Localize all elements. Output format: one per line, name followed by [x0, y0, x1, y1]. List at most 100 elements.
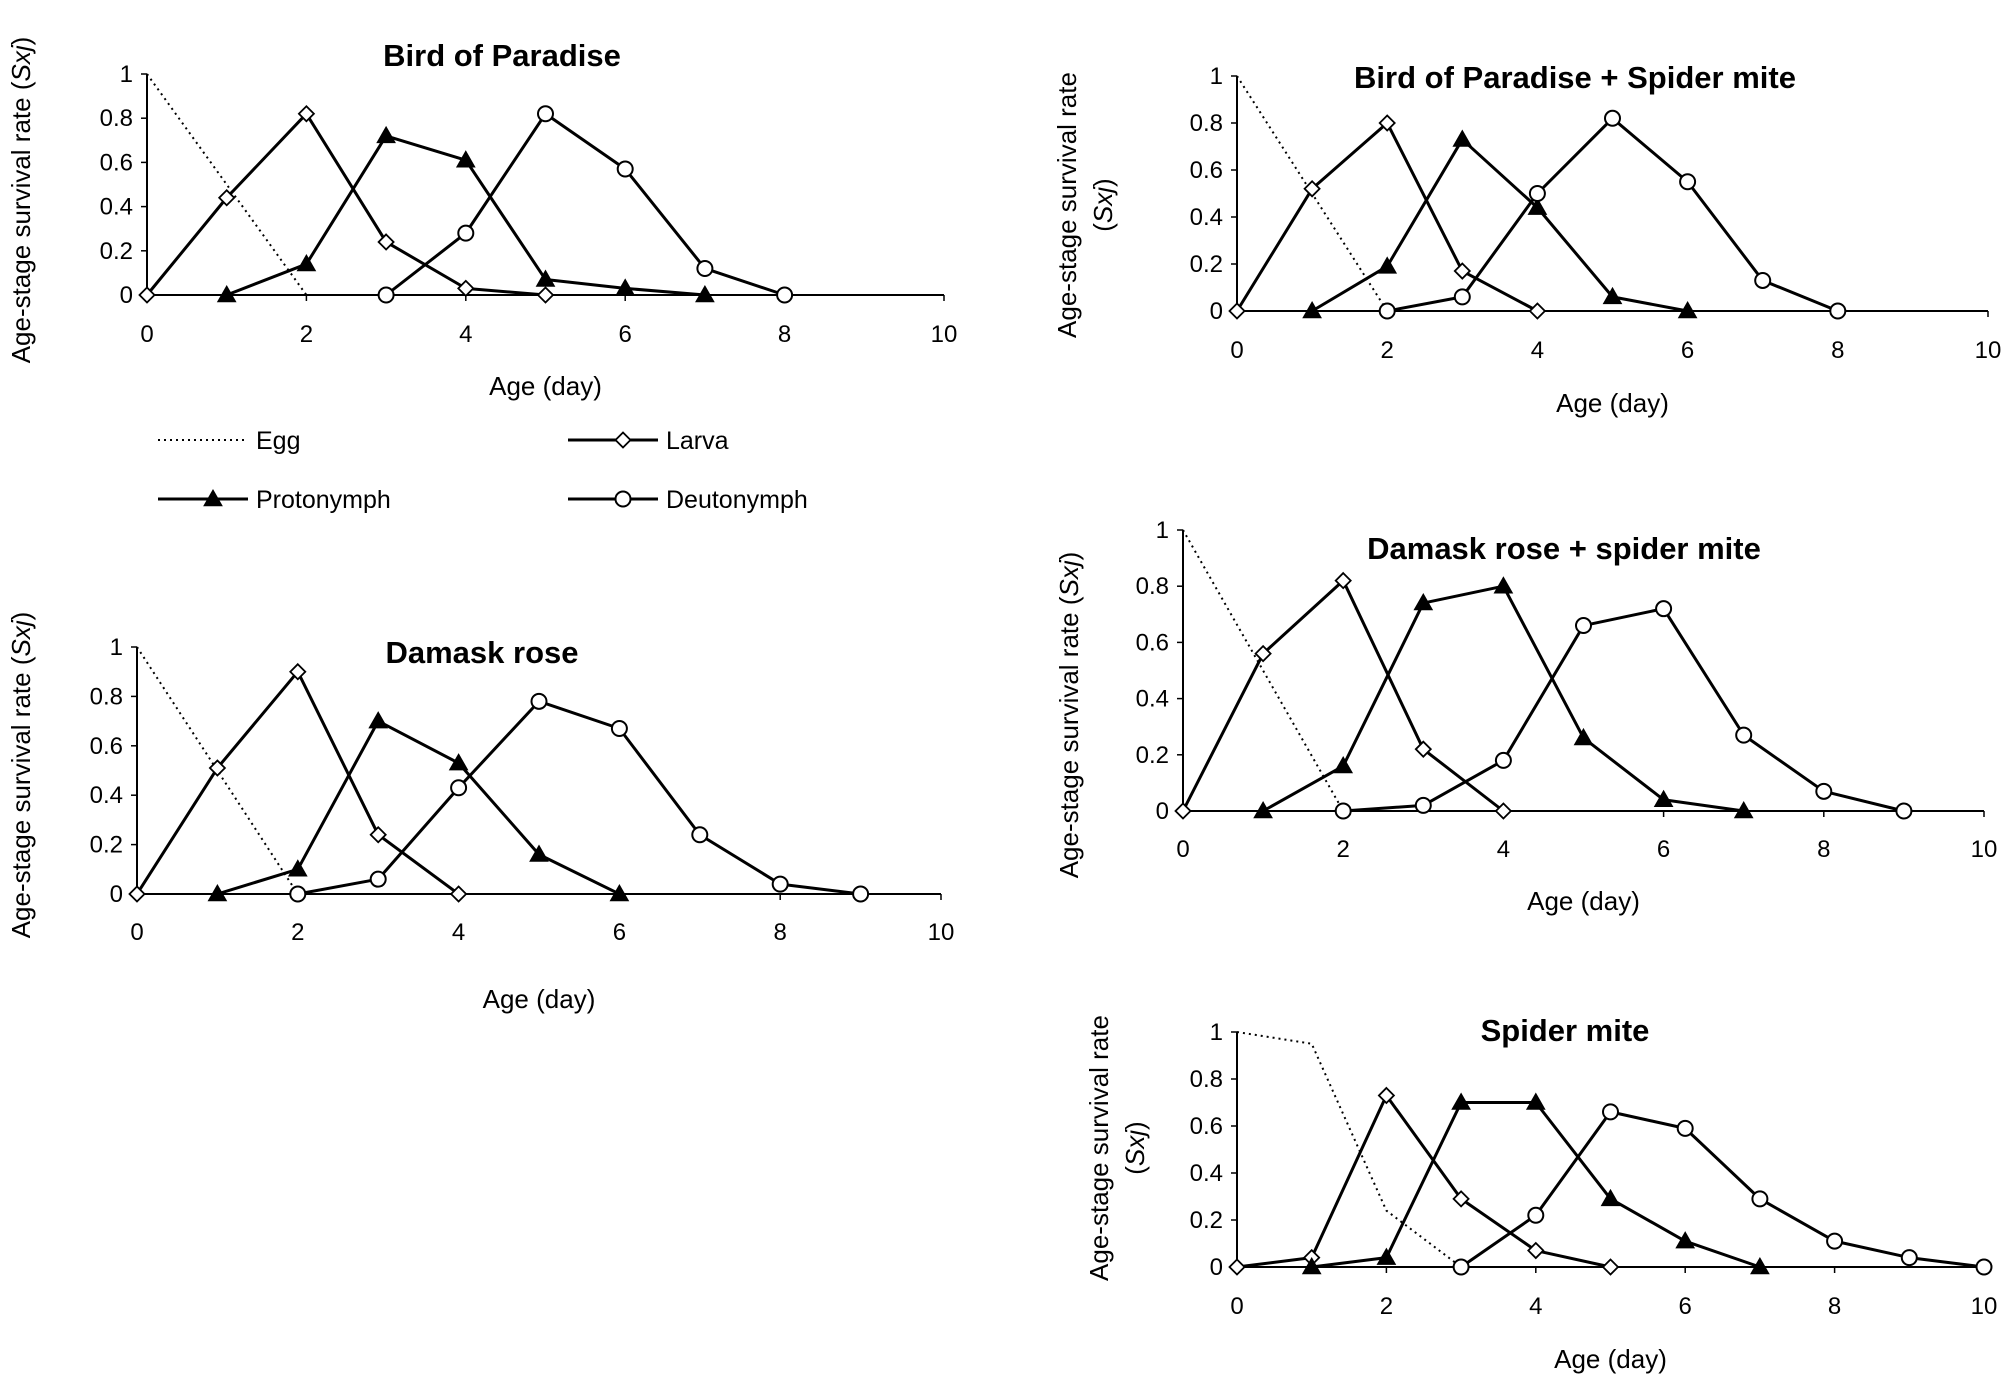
data-point-deutonymph: [852, 885, 870, 903]
y-axis-label-part: (: [1120, 1166, 1150, 1175]
y-tick-label: 0.6: [100, 149, 133, 176]
y-tick-label: 0: [120, 282, 133, 309]
data-point-protonymph: [287, 859, 308, 877]
data-point-deutonymph: [1452, 1258, 1470, 1276]
data-point-deutonymph: [1604, 109, 1621, 127]
data-point-protonymph: [1527, 197, 1548, 215]
data-point-larva: [457, 279, 475, 298]
data-point-protonymph: [1301, 1256, 1322, 1275]
y-axis-label: Age-stage survival rate (Sxj): [1054, 552, 1084, 879]
legend-label-deutonymph: Deutonymph: [666, 486, 808, 514]
y-tick-label: 1: [1210, 63, 1223, 90]
y-tick-label: 0.6: [90, 733, 123, 760]
data-point-deutonymph: [537, 105, 554, 123]
data-point-protonymph: [1452, 129, 1473, 147]
x-axis-label: Age (day): [1554, 1344, 1667, 1374]
data-point-larva: [1528, 302, 1547, 320]
data-point-protonymph: [1253, 800, 1273, 819]
x-tick-label: 6: [1657, 836, 1670, 863]
x-tick-label: 0: [140, 321, 153, 348]
data-point-deutonymph: [1575, 617, 1592, 635]
x-tick-label: 2: [1337, 836, 1350, 863]
x-tick-label: 0: [130, 919, 143, 946]
data-point-protonymph: [1302, 300, 1322, 319]
x-tick-label: 6: [613, 919, 626, 946]
data-point-deutonymph: [457, 224, 475, 242]
series-line-deutonymph: [297, 699, 861, 896]
x-tick-label: 4: [1529, 1293, 1542, 1320]
data-point-deutonymph: [1895, 802, 1913, 820]
chart-panel-3: 0 2 4 6 8 10 0 0.2 0.4 0.6 0.8 1 Damask rose Age (day…: [6, 612, 954, 1014]
data-point-larva: [1414, 740, 1433, 758]
x-tick-label: 8: [778, 321, 791, 348]
data-point-protonymph: [1413, 593, 1434, 611]
data-point-deutonymph: [1655, 600, 1673, 618]
data-point-larva: [1378, 114, 1396, 132]
x-tick-label: 0: [1230, 337, 1243, 364]
data-point-deutonymph: [1602, 1103, 1619, 1121]
data-point-protonymph: [1573, 727, 1594, 746]
y-axis-label-part: Sxj: [1120, 1129, 1150, 1166]
legend-marker-deutonymph: [614, 490, 632, 508]
x-tick-label: 8: [1817, 836, 1830, 863]
series-line-egg: [136, 646, 299, 895]
data-point-larva: [1452, 1190, 1470, 1208]
series-line-protonymph: [1311, 137, 1688, 313]
x-tick-label: 2: [1380, 1293, 1393, 1320]
y-axis-label-part: (: [1088, 223, 1118, 232]
y-tick-label: 0.4: [100, 194, 133, 221]
data-point-deutonymph: [377, 286, 395, 304]
y-tick-label: 0.4: [1190, 1160, 1223, 1187]
y-axis-label-part: Age-stage survival rate: [6, 665, 36, 938]
data-point-protonymph: [1733, 800, 1754, 819]
y-tick-label: 0.8: [100, 105, 133, 132]
data-point-deutonymph: [776, 286, 794, 304]
y-tick-label: 0.2: [1190, 1207, 1223, 1234]
data-point-protonymph: [1675, 1231, 1696, 1249]
y-axis-label: Age-stage survival rate (Sxj): [1084, 1015, 1150, 1281]
y-axis-label-part: ): [6, 612, 36, 621]
x-tick-label: 6: [619, 321, 632, 348]
data-point-deutonymph: [1334, 802, 1352, 820]
data-point-protonymph: [1376, 1247, 1397, 1265]
data-point-deutonymph: [450, 779, 468, 797]
y-tick-label: 1: [1210, 1019, 1223, 1046]
x-tick-label: 2: [1381, 337, 1394, 364]
data-point-larva: [536, 286, 555, 304]
y-axis-label-part: ): [1088, 178, 1118, 187]
data-point-deutonymph: [1815, 782, 1833, 800]
chart-panel-4: 0 2 4 6 8 10 0 0.2 0.4 0.6 0.8 1 Damask rose + spide…: [1054, 517, 1997, 916]
y-tick-label: 0: [1156, 798, 1169, 825]
y-tick-label: 0.6: [1190, 157, 1223, 184]
data-point-deutonymph: [1453, 288, 1471, 306]
data-point-deutonymph: [1826, 1232, 1844, 1250]
data-point-protonymph: [1750, 1256, 1770, 1275]
chart-panel-1: 0 2 4 6 8 10 0 0.2 0.4 0.6 0.8 1 Bird of Paradise Age…: [6, 37, 957, 401]
x-axis-label: Age (day): [489, 371, 602, 401]
y-axis-label-part: (: [1054, 596, 1084, 605]
data-point-protonymph: [448, 753, 469, 771]
data-point-larva: [1527, 1241, 1545, 1260]
data-point-larva: [128, 885, 146, 903]
y-tick-label: 1: [120, 61, 133, 88]
data-point-protonymph: [1653, 789, 1674, 808]
data-point-larva: [1334, 571, 1352, 590]
x-axis-label: Age (day): [483, 984, 596, 1014]
y-axis-label-part: Age-stage survival rate: [1054, 605, 1084, 878]
data-point-deutonymph: [610, 720, 628, 738]
y-tick-label: 0.6: [1190, 1113, 1223, 1140]
data-point-protonymph: [1493, 576, 1514, 594]
data-point-deutonymph: [1527, 1206, 1545, 1224]
y-axis-label-part: (: [6, 81, 36, 90]
data-point-larva: [449, 885, 468, 903]
x-tick-label: 8: [774, 919, 787, 946]
data-point-larva: [1254, 644, 1272, 663]
y-tick-label: 0.2: [1136, 742, 1169, 769]
x-tick-label: 0: [1176, 836, 1189, 863]
chart-title: Bird of Paradise: [383, 38, 621, 73]
data-point-larva: [1303, 180, 1321, 198]
chart-title: Damask rose + spider mite: [1367, 531, 1761, 566]
data-point-protonymph: [1525, 1092, 1546, 1110]
series-line-larva: [145, 112, 546, 297]
y-axis-label-part: ): [6, 37, 36, 46]
